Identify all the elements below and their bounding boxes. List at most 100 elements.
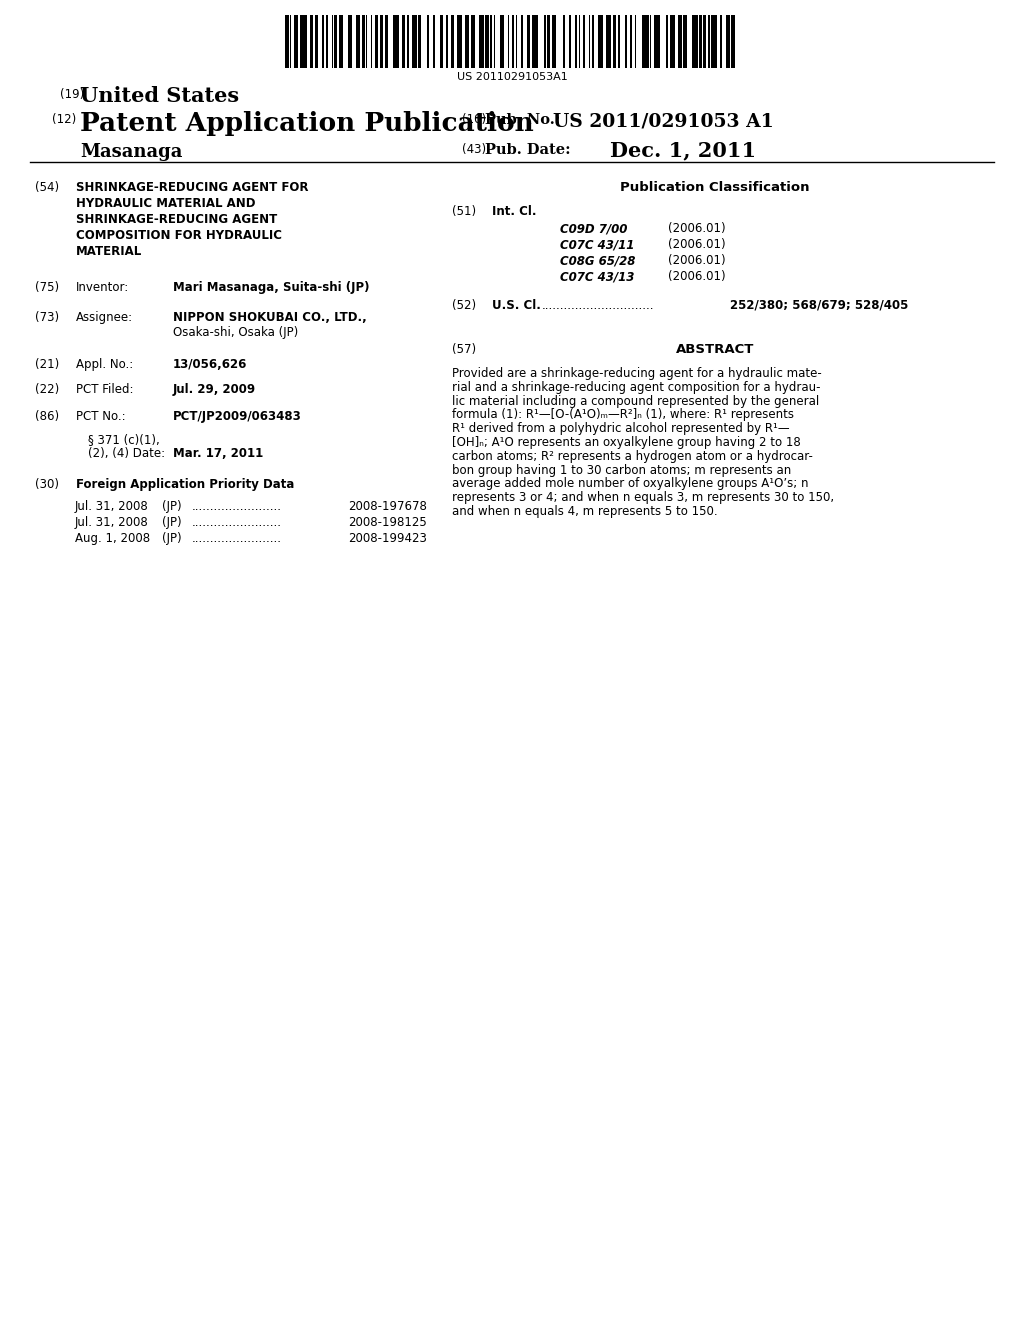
Bar [521, 15, 523, 69]
Bar [367, 15, 368, 69]
Bar [692, 15, 698, 69]
Bar [294, 15, 298, 69]
Text: [OH]ₙ; A¹O represents an oxyalkylene group having 2 to 18: [OH]ₙ; A¹O represents an oxyalkylene gro… [452, 436, 801, 449]
Text: Publication Classification: Publication Classification [621, 181, 810, 194]
Bar [348, 15, 352, 69]
Text: C07C 43/13: C07C 43/13 [560, 271, 635, 282]
Text: (75): (75) [35, 281, 59, 294]
Text: (10): (10) [462, 114, 486, 125]
Text: 252/380; 568/679; 528/405: 252/380; 568/679; 528/405 [730, 300, 908, 312]
Text: PCT/JP2009/063483: PCT/JP2009/063483 [173, 411, 302, 422]
Bar [290, 15, 292, 69]
Bar [562, 15, 565, 69]
Bar [552, 15, 556, 69]
Text: (JP): (JP) [162, 500, 181, 513]
Bar [427, 15, 429, 69]
Bar [605, 15, 610, 69]
Bar [326, 15, 328, 69]
Text: ABSTRACT: ABSTRACT [676, 343, 755, 356]
Text: C09D 7/00: C09D 7/00 [560, 222, 628, 235]
Bar [671, 15, 676, 69]
Bar [471, 15, 475, 69]
Bar [371, 15, 373, 69]
Text: (JP): (JP) [162, 532, 181, 545]
Bar [393, 15, 399, 69]
Text: Mar. 17, 2011: Mar. 17, 2011 [173, 447, 263, 459]
Bar [356, 15, 359, 69]
Bar [720, 15, 722, 69]
Bar [458, 15, 463, 69]
Bar [439, 15, 443, 69]
Bar [412, 15, 417, 69]
Bar [508, 15, 509, 69]
Text: 13/056,626: 13/056,626 [173, 358, 248, 371]
Text: PCT No.:: PCT No.: [76, 411, 126, 422]
Text: ........................: ........................ [193, 500, 282, 513]
Bar [678, 15, 682, 69]
Text: (57): (57) [452, 343, 476, 356]
Text: Int. Cl.: Int. Cl. [492, 205, 537, 218]
Text: (86): (86) [35, 411, 59, 422]
Text: Jul. 29, 2009: Jul. 29, 2009 [173, 383, 256, 396]
Text: (JP): (JP) [162, 516, 181, 529]
Text: United States: United States [80, 86, 240, 106]
Text: (2006.01): (2006.01) [668, 238, 726, 251]
Text: (21): (21) [35, 358, 59, 371]
Text: Mari Masanaga, Suita-shi (JP): Mari Masanaga, Suita-shi (JP) [173, 281, 370, 294]
Bar [625, 15, 628, 69]
Text: (2006.01): (2006.01) [668, 222, 726, 235]
Bar [569, 15, 571, 69]
Text: Pub. No.:: Pub. No.: [485, 114, 560, 127]
Bar [340, 15, 343, 69]
Bar [322, 15, 325, 69]
Text: Inventor:: Inventor: [76, 281, 129, 294]
Bar [433, 15, 434, 69]
Text: 2008-199423: 2008-199423 [348, 532, 427, 545]
Bar [532, 15, 539, 69]
Text: (30): (30) [35, 478, 59, 491]
Text: Pub. Date:: Pub. Date: [485, 143, 570, 157]
Bar [407, 15, 410, 69]
Bar [650, 15, 651, 69]
Bar [527, 15, 529, 69]
Text: MATERIAL: MATERIAL [76, 246, 142, 257]
Text: rial and a shrinkage-reducing agent composition for a hydrau-: rial and a shrinkage-reducing agent comp… [452, 380, 820, 393]
Text: Assignee:: Assignee: [76, 312, 133, 323]
Text: Dec. 1, 2011: Dec. 1, 2011 [610, 140, 756, 160]
Bar [548, 15, 550, 69]
Text: US 20110291053A1: US 20110291053A1 [457, 73, 567, 82]
Text: ..............................: .............................. [542, 300, 654, 312]
Text: PCT Filed:: PCT Filed: [76, 383, 133, 396]
Text: Provided are a shrinkage-reducing agent for a hydraulic mate-: Provided are a shrinkage-reducing agent … [452, 367, 821, 380]
Bar [709, 15, 710, 69]
Bar [300, 15, 306, 69]
Text: SHRINKAGE-REDUCING AGENT: SHRINKAGE-REDUCING AGENT [76, 213, 278, 226]
Text: HYDRAULIC MATERIAL AND: HYDRAULIC MATERIAL AND [76, 197, 256, 210]
Bar [579, 15, 581, 69]
Text: Patent Application Publication: Patent Application Publication [80, 111, 534, 136]
Text: ........................: ........................ [193, 516, 282, 529]
Bar [401, 15, 406, 69]
Bar [618, 15, 620, 69]
Text: average added mole number of oxyalkylene groups A¹O’s; n: average added mole number of oxyalkylene… [452, 478, 809, 491]
Text: Aug. 1, 2008: Aug. 1, 2008 [75, 532, 151, 545]
Bar [479, 15, 484, 69]
Text: ........................: ........................ [193, 532, 282, 545]
Bar [642, 15, 649, 69]
Text: § 371 (c)(1),: § 371 (c)(1), [88, 433, 160, 446]
Text: NIPPON SHOKUBAI CO., LTD.,: NIPPON SHOKUBAI CO., LTD., [173, 312, 367, 323]
Text: carbon atoms; R² represents a hydrogen atom or a hydrocar-: carbon atoms; R² represents a hydrogen a… [452, 450, 813, 463]
Text: (43): (43) [462, 143, 486, 156]
Bar [653, 15, 660, 69]
Bar [335, 15, 337, 69]
Text: COMPOSITION FOR HYDRAULIC: COMPOSITION FOR HYDRAULIC [76, 228, 282, 242]
Bar [726, 15, 730, 69]
Bar [380, 15, 383, 69]
Bar [465, 15, 469, 69]
Text: Jul. 31, 2008: Jul. 31, 2008 [75, 500, 148, 513]
Bar [575, 15, 577, 69]
Bar [362, 15, 365, 69]
Text: 2008-198125: 2008-198125 [348, 516, 427, 529]
Text: C08G 65/28: C08G 65/28 [560, 253, 635, 267]
Bar [667, 15, 668, 69]
